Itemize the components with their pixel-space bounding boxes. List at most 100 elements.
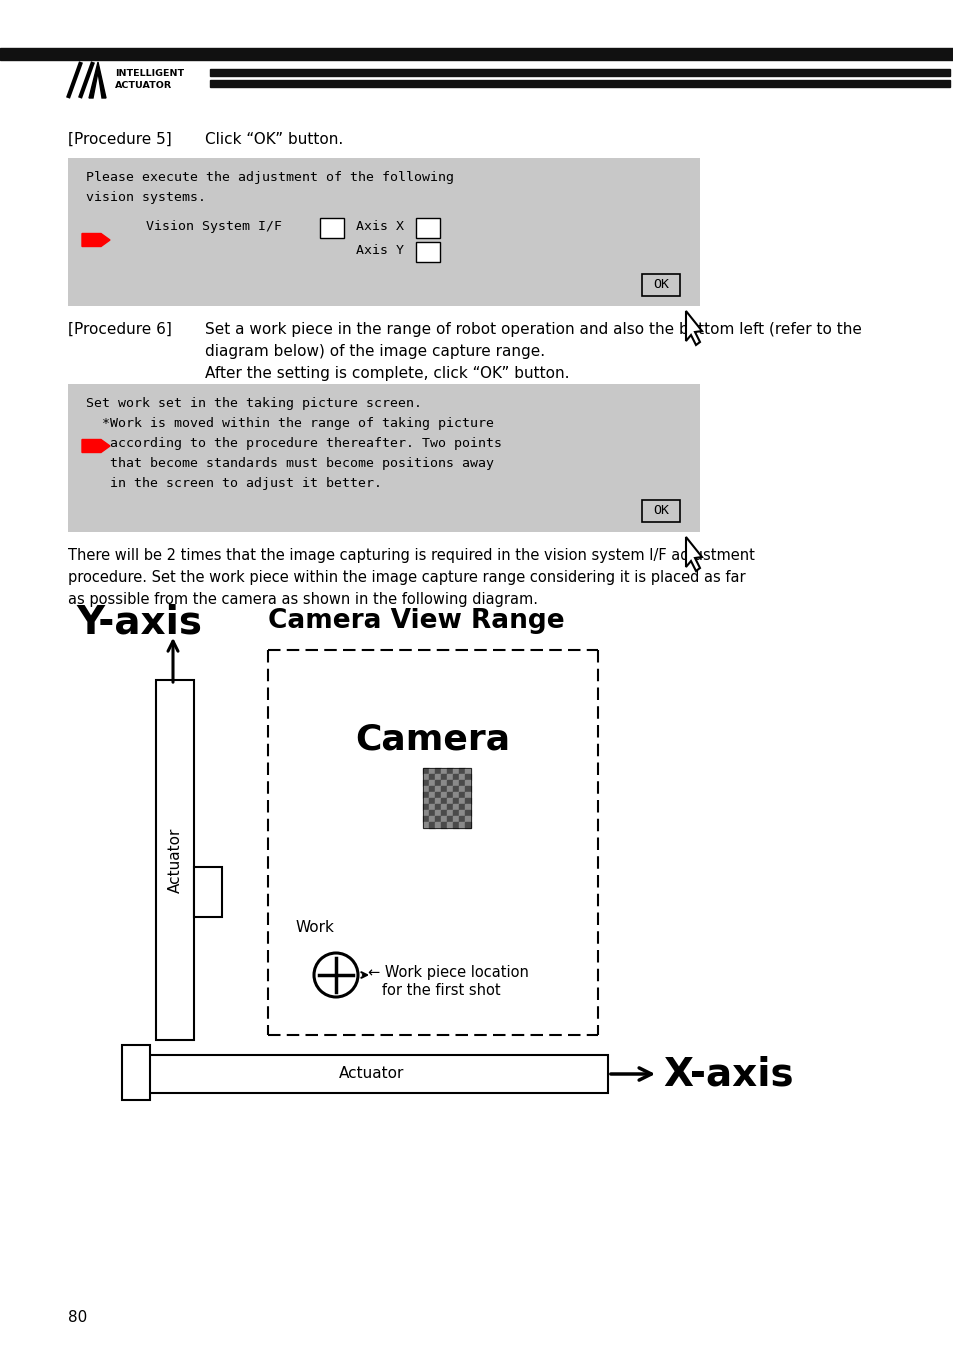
Bar <box>429 810 435 815</box>
Bar <box>429 822 435 828</box>
Text: OK: OK <box>652 505 668 517</box>
Polygon shape <box>89 62 106 99</box>
Bar <box>641 500 679 522</box>
Bar <box>447 780 453 786</box>
Bar <box>464 822 471 828</box>
Bar <box>464 780 471 786</box>
Bar <box>435 815 440 822</box>
Bar <box>429 798 435 805</box>
Bar <box>429 774 435 780</box>
Text: Click “OK” button.: Click “OK” button. <box>205 132 343 147</box>
FancyArrow shape <box>82 440 110 452</box>
Polygon shape <box>685 310 701 346</box>
Bar <box>458 810 464 815</box>
Bar <box>429 786 435 792</box>
Bar <box>422 822 429 828</box>
Text: [Procedure 5]: [Procedure 5] <box>68 132 172 147</box>
Bar <box>453 768 458 774</box>
Bar <box>453 815 458 822</box>
Text: 1: 1 <box>423 220 432 234</box>
Bar <box>464 786 471 792</box>
Text: in the screen to adjust it better.: in the screen to adjust it better. <box>86 477 381 490</box>
Text: 2: 2 <box>423 244 432 256</box>
Bar <box>464 798 471 805</box>
Bar <box>422 792 429 798</box>
Bar <box>0 49 953 59</box>
Bar <box>136 1054 607 1094</box>
Bar <box>453 786 458 792</box>
Bar <box>453 780 458 786</box>
Bar <box>641 274 679 296</box>
Bar <box>440 774 447 780</box>
Bar <box>440 780 447 786</box>
Bar <box>435 810 440 815</box>
Bar <box>416 242 439 262</box>
Bar <box>422 786 429 792</box>
Bar <box>429 768 435 774</box>
Text: OK: OK <box>652 278 668 292</box>
Bar <box>458 786 464 792</box>
Bar <box>440 810 447 815</box>
Bar <box>156 680 193 1040</box>
Bar <box>319 217 344 238</box>
Text: Set a work piece in the range of robot operation and also the bottom left (refer: Set a work piece in the range of robot o… <box>205 323 861 338</box>
Bar <box>447 810 453 815</box>
Text: diagram below) of the image capture range.: diagram below) of the image capture rang… <box>205 344 544 359</box>
Bar <box>210 80 949 86</box>
Text: INTELLIGENT: INTELLIGENT <box>115 69 184 78</box>
Bar <box>464 792 471 798</box>
Bar <box>435 774 440 780</box>
Text: There will be 2 times that the image capturing is required in the vision system : There will be 2 times that the image cap… <box>68 548 754 563</box>
Text: Work: Work <box>295 919 335 936</box>
Bar <box>440 768 447 774</box>
Text: that become standards must become positions away: that become standards must become positi… <box>86 458 494 470</box>
Bar <box>464 768 471 774</box>
Bar <box>453 792 458 798</box>
Text: *Work is moved within the range of taking picture: *Work is moved within the range of takin… <box>86 417 494 431</box>
Bar <box>210 69 949 76</box>
Bar <box>435 786 440 792</box>
Bar <box>453 805 458 810</box>
Bar <box>429 815 435 822</box>
Bar <box>464 810 471 815</box>
Bar <box>453 798 458 805</box>
Bar <box>458 780 464 786</box>
Bar <box>458 805 464 810</box>
Text: ACTUATOR: ACTUATOR <box>115 81 172 90</box>
Bar <box>447 768 453 774</box>
Text: Axis X: Axis X <box>355 220 403 234</box>
Text: 1: 1 <box>328 220 335 234</box>
Bar <box>122 1045 150 1100</box>
Bar <box>440 786 447 792</box>
Text: After the setting is complete, click “OK” button.: After the setting is complete, click “OK… <box>205 366 569 381</box>
Text: Camera View Range: Camera View Range <box>268 608 564 634</box>
Bar <box>440 792 447 798</box>
Bar <box>440 815 447 822</box>
Text: [Procedure 6]: [Procedure 6] <box>68 323 172 338</box>
Bar <box>453 822 458 828</box>
Bar <box>429 780 435 786</box>
Bar <box>422 805 429 810</box>
Text: Vision System I/F: Vision System I/F <box>146 220 282 234</box>
Bar <box>435 768 440 774</box>
Bar <box>435 792 440 798</box>
Bar <box>464 815 471 822</box>
Bar <box>422 768 471 828</box>
Text: Actuator: Actuator <box>168 828 182 892</box>
Bar <box>435 805 440 810</box>
Bar <box>440 798 447 805</box>
Bar <box>458 792 464 798</box>
Bar <box>193 867 222 917</box>
Bar <box>458 798 464 805</box>
Bar <box>416 217 439 238</box>
Bar <box>447 815 453 822</box>
Circle shape <box>314 953 357 998</box>
Bar <box>464 774 471 780</box>
Bar <box>447 774 453 780</box>
Bar <box>435 822 440 828</box>
Text: ← Work piece location: ← Work piece location <box>368 965 528 980</box>
Text: Set work set in the taking picture screen.: Set work set in the taking picture scree… <box>86 397 421 410</box>
Bar <box>429 805 435 810</box>
Text: Please execute the adjustment of the following: Please execute the adjustment of the fol… <box>86 171 454 184</box>
Text: 80: 80 <box>68 1310 87 1324</box>
